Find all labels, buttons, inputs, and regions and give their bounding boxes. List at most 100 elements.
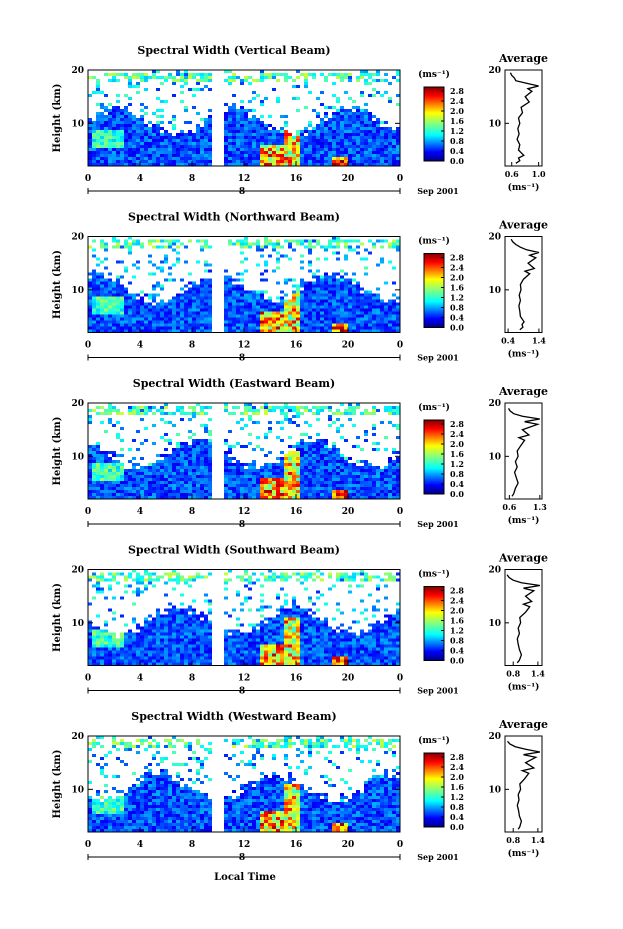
height-tick-label: 20 [71,732,84,742]
colorbar-tick-label: 0.8 [450,469,464,479]
panel-title: Spectral Width (Westward Beam) [131,710,336,723]
average-title: Average [498,219,548,232]
colorbar-tick-label: 0.4 [450,812,464,822]
colorbar-tick-label: 2.0 [450,606,464,616]
panel-1: Spectral Width (Northward Beam) 20 10 Heigh… [52,211,548,364]
average-title: Average [498,718,548,731]
colorbar-tick-label: 0.8 [450,802,464,812]
average-x-label: (ms⁻¹) [508,848,540,859]
time-tick-label: 8 [189,507,195,517]
time-tick-label: 20 [342,674,355,684]
time-tick-label: 4 [137,507,143,517]
height-tick-label: 10 [71,785,84,795]
time-tick-label: 12 [238,674,251,684]
date-label: Sep 2001 [417,353,459,363]
colorbar-tick-label: 2.0 [450,273,464,283]
panel-2: Spectral Width (Eastward Beam) 20 10 Height… [52,377,548,530]
time-tick-label: 8 [189,674,195,684]
colorbar-tick-label: 0.0 [450,489,464,499]
colorbar-tick-label: 1.2 [450,626,464,636]
time-tick-label: 16 [290,674,303,684]
colorbar-unit-label: (ms⁻¹) [418,735,450,746]
x-axis-label: Local Time [214,872,276,883]
average-x-tick: 0.8 [506,835,520,845]
height-tick-label: 10 [71,286,84,296]
time-tick-label: 20 [342,174,355,184]
time-tick-label: 0 [397,840,403,850]
average-profile-line [507,407,541,497]
time-tick-label: 0 [85,174,91,184]
panel-4: Spectral Width (Westward Beam) 20 10 Height… [52,710,548,863]
average-frame [504,735,543,833]
height-tick-label: 10 [71,452,84,462]
height-tick-label: 10 [71,619,84,629]
average-title: Average [498,552,548,565]
colorbar-tick-label: 1.6 [450,782,464,792]
panel-0: Spectral Width (Vertical Beam) 20 10 Height… [52,44,548,197]
average-x-tick: 0.8 [506,669,520,679]
heatmap-cells [88,569,400,666]
time-tick-label: 4 [137,174,143,184]
colorbar-tick-label: 0.4 [450,646,464,656]
colorbar-tick-label: 0.8 [450,636,464,646]
height-tick-label: 20 [71,566,84,576]
average-frame [504,69,543,167]
panel-title: Spectral Width (Southward Beam) [128,544,340,557]
time-tick-label: 0 [397,341,403,351]
time-tick-label: 8 [189,840,195,850]
time-tick-label: 12 [238,341,251,351]
colorbar-tick-label: 0.4 [450,313,464,323]
average-x-tick: 1.4 [531,835,545,845]
colorbar-tick-label: 1.2 [450,459,464,469]
average-height-tick: 20 [488,566,501,576]
day-marker: 8 [239,354,245,364]
colorbar-tick-label: 0.0 [450,323,464,333]
colorbar-tick-label: 0.0 [450,656,464,666]
average-x-label: (ms⁻¹) [508,515,540,526]
time-tick-label: 0 [397,507,403,517]
colorbar-tick-label: 1.6 [450,283,464,293]
colorbar-unit-label: (ms⁻¹) [418,402,450,413]
height-axis-label: Height (km) [52,750,63,819]
height-axis-label: Height (km) [52,417,63,486]
colorbar-tick-label: 2.0 [450,439,464,449]
average-x-tick: 1.4 [532,336,546,346]
colorbar-tick-label: 1.2 [450,792,464,802]
colorbar-tick-label: 2.4 [450,96,464,106]
time-tick-label: 4 [137,674,143,684]
colorbar-tick-label: 1.6 [450,116,464,126]
time-tick-label: 20 [342,507,355,517]
time-tick-label: 16 [290,341,303,351]
average-height-tick: 10 [488,452,501,462]
average-x-tick: 1.4 [531,669,545,679]
average-title: Average [498,52,548,65]
colorbar-unit-label: (ms⁻¹) [418,569,450,580]
heatmap-cells [88,736,400,832]
colorbar-tick-label: 0.4 [450,479,464,489]
average-height-tick: 20 [488,732,501,742]
average-profile-line [509,72,539,164]
time-tick-label: 4 [137,840,143,850]
colorbar-tick-label: 0.0 [450,822,464,832]
time-tick-label: 0 [85,674,91,684]
colorbar-tick-label: 2.4 [450,762,464,772]
date-label: Sep 2001 [417,852,459,862]
average-frame [504,236,543,333]
average-profile-line [506,574,541,664]
colorbar-tick-label: 2.8 [450,86,464,96]
panel-title: Spectral Width (Northward Beam) [128,211,340,224]
time-tick-label: 0 [397,674,403,684]
average-x-tick: 0.6 [505,169,519,179]
panel-title: Spectral Width (Eastward Beam) [133,377,335,390]
colorbar-tick-label: 1.2 [450,293,464,303]
colorbar-tick-label: 2.8 [450,253,464,263]
panel-3: Spectral Width (Southward Beam) 20 10 Heigh… [52,544,548,697]
day-marker: 8 [239,687,245,697]
time-tick-label: 0 [397,174,403,184]
colorbar-tick-label: 2.0 [450,772,464,782]
panels: Spectral Width (Vertical Beam) 20 10 Height… [52,44,548,863]
colorbar-tick-label: 2.4 [450,429,464,439]
time-tick-label: 16 [290,507,303,517]
time-tick-label: 8 [189,174,195,184]
